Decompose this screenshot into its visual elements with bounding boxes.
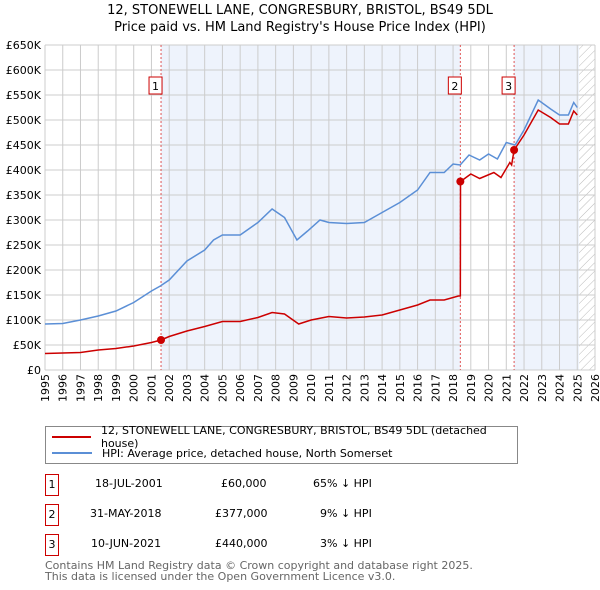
y-tick-label: £450K	[6, 139, 42, 152]
x-tick-label: 2023	[536, 374, 549, 402]
x-tick-label: 2024	[554, 374, 567, 402]
y-tick-label: £50K	[13, 339, 42, 352]
sale-label-box	[447, 76, 462, 95]
sale-row: 3 10-JUN-2021 £440,000 3% ↓ HPI	[45, 534, 445, 556]
y-tick-label: £550K	[6, 89, 42, 102]
x-tick-label: 2022	[518, 374, 531, 402]
y-tick-label: £250K	[6, 239, 42, 252]
legend-red-line	[52, 436, 91, 438]
y-tick-label: £350K	[6, 189, 42, 202]
y-tick-label: £400K	[6, 164, 42, 177]
y-tick-label: £150K	[6, 289, 42, 302]
x-tick-label: 2011	[323, 374, 336, 402]
x-tick-label: 2020	[483, 374, 496, 402]
sale-hpi-diff: 3% ↓ HPI	[320, 537, 372, 550]
x-tick-label: 2002	[163, 374, 176, 402]
chart-subtitle: Price paid vs. HM Land Registry's House …	[114, 20, 486, 35]
x-tick-label: 2000	[128, 374, 141, 402]
x-tick-label: 1995	[39, 374, 52, 402]
sale-marker-badge: 1	[45, 474, 59, 496]
series-line	[44, 98, 578, 325]
x-tick-label: 2018	[447, 374, 460, 402]
x-tick-label: 2006	[234, 374, 247, 402]
y-tick-label: £200K	[6, 264, 42, 277]
x-tick-label: 2010	[305, 374, 318, 402]
sale-row: 1 18-JUL-2001 £60,000 65% ↓ HPI	[45, 474, 445, 496]
legend-blue-line	[52, 452, 92, 454]
x-tick-label: 2005	[216, 374, 229, 402]
y-tick-label: £0	[27, 364, 41, 377]
sale-date: 18-JUL-2001	[95, 477, 163, 490]
x-tick-label: 2007	[252, 374, 265, 402]
footer: Contains HM Land Registry data © Crown c…	[45, 560, 473, 582]
sale-price: £440,000	[215, 537, 268, 550]
chart-title: 12, STONEWELL LANE, CONGRESBURY, BRISTOL…	[107, 3, 493, 18]
plot-area: 1995 1996 1997 1998 1999 2000 2001 2002 2003 2004…	[6, 39, 600, 402]
sale-label: 1	[152, 80, 159, 93]
x-tick-label: 2017	[429, 374, 442, 402]
x-tick-label: 2013	[358, 374, 371, 402]
x-tick-label: 2019	[465, 374, 478, 402]
legend-label-property: 12, STONEWELL LANE, CONGRESBURY, BRISTOL…	[100, 424, 487, 450]
x-tick-label: 2009	[287, 374, 300, 402]
sale-hpi-diff: 9% ↓ HPI	[320, 507, 372, 520]
sale-marker-badge: 2	[45, 504, 59, 526]
footer-line: This data is licensed under the Open Gov…	[45, 570, 396, 583]
x-tick-label: 2021	[500, 374, 513, 402]
sale-price: £60,000	[221, 477, 267, 490]
x-tick-label: 2016	[412, 374, 425, 402]
x-tick-label: 2026	[589, 374, 600, 402]
legend: 12, STONEWELL LANE, CONGRESBURY, BRISTOL…	[45, 424, 518, 464]
x-tick-label: 2001	[145, 374, 158, 402]
x-tick-label: 2003	[181, 374, 194, 402]
sale-point	[456, 177, 465, 186]
forecast-hatch	[579, 45, 595, 370]
sale-point	[510, 146, 519, 154]
sale-point	[157, 336, 166, 344]
y-tick-label: £300K	[6, 214, 42, 227]
x-tick-label: 2012	[341, 374, 354, 402]
sale-date: 31-MAY-2018	[90, 507, 162, 520]
footer-line: Contains HM Land Registry data © Crown c…	[45, 559, 473, 572]
x-tick-label: 1996	[57, 374, 70, 402]
sale-date: 10-JUN-2021	[91, 537, 162, 550]
shaded-period	[514, 45, 580, 370]
legend-label-hpi: HPI: Average price, detached house, Nort…	[102, 446, 393, 460]
x-tick-label: 1998	[92, 374, 105, 402]
x-tick-label: 2004	[199, 374, 212, 402]
x-tick-label: 2015	[394, 374, 407, 402]
sale-label: 3	[505, 80, 512, 93]
y-tick-label: £100K	[6, 314, 42, 327]
x-tick-label: 1997	[74, 374, 87, 402]
x-tick-label: 1999	[110, 374, 123, 402]
x-tick-label: 2008	[270, 374, 283, 402]
y-tick-label: £650K	[6, 39, 42, 52]
sale-label-box	[148, 76, 163, 95]
sale-row: 2 31-MAY-2018 £377,000 9% ↓ HPI	[45, 504, 445, 526]
sale-label: 2	[451, 80, 458, 93]
y-tick-label: £500K	[6, 114, 42, 127]
x-tick-label: 2014	[376, 374, 389, 402]
sale-hpi-diff: 65% ↓ HPI	[313, 477, 372, 490]
sale-label-box	[501, 76, 516, 95]
sale-marker-badge: 3	[45, 534, 59, 556]
x-tick-label: 2025	[571, 374, 584, 402]
sale-price: £377,000	[215, 507, 268, 520]
y-tick-label: £600K	[6, 64, 42, 77]
